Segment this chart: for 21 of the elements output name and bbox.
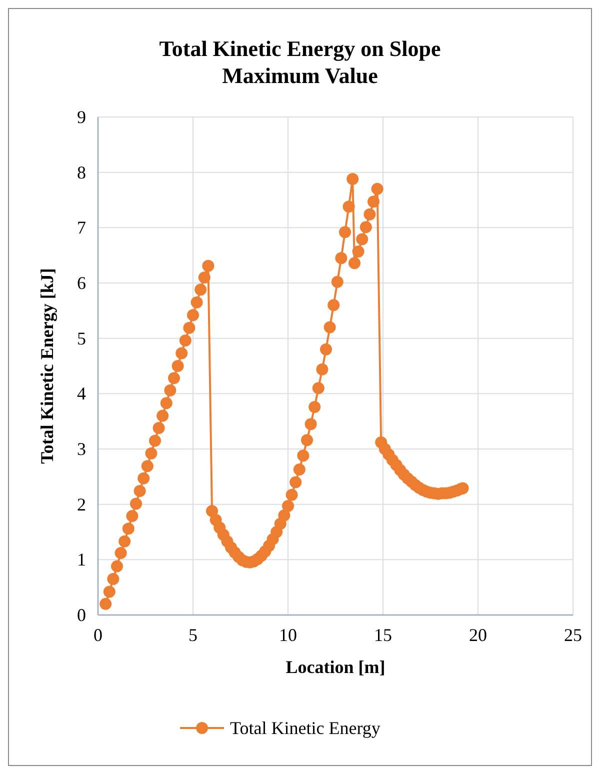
x-tick-label: 0 <box>94 625 102 645</box>
chart-title: Total Kinetic Energy on Slope <box>159 36 442 61</box>
x-tick-label: 15 <box>374 625 392 645</box>
y-tick-label: 7 <box>77 218 86 238</box>
chart-subtitle: Maximum Value <box>222 63 378 88</box>
y-tick-label: 5 <box>77 328 86 348</box>
legend-label: Total Kinetic Energy <box>230 718 380 738</box>
y-tick-label: 2 <box>77 494 86 514</box>
y-tick-label: 0 <box>77 605 86 625</box>
x-tick-label: 10 <box>279 625 297 645</box>
y-tick-label: 4 <box>77 384 86 404</box>
y-axis-title: Total Kinetic Energy [kJ] <box>37 268 57 464</box>
x-axis-title: Location [m] <box>286 657 386 677</box>
x-tick-label: 5 <box>188 625 198 645</box>
y-tick-label: 6 <box>77 273 86 293</box>
x-tick-label: 25 <box>564 625 582 645</box>
x-tick-label: 20 <box>469 625 487 645</box>
y-tick-label: 1 <box>77 550 86 570</box>
y-tick-label: 3 <box>77 439 86 459</box>
y-tick-label: 9 <box>77 107 86 127</box>
y-tick-label: 8 <box>77 162 86 182</box>
